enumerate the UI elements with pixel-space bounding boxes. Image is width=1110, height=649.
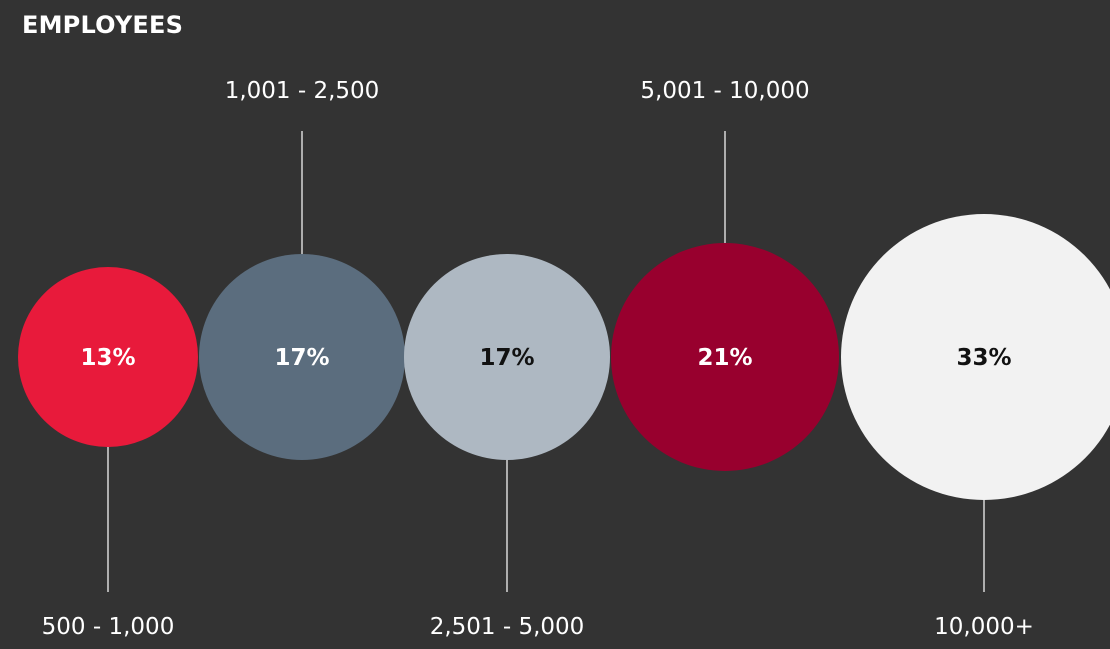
value-label-2501-5000: 17% bbox=[479, 345, 534, 371]
value-label-10000-plus: 33% bbox=[956, 345, 1011, 371]
category-label-1001-2500: 1,001 - 2,500 bbox=[225, 78, 380, 104]
category-label-500-1000: 500 - 1,000 bbox=[42, 614, 175, 640]
bubble-10000-plus bbox=[841, 214, 1110, 500]
value-label-1001-2500: 17% bbox=[274, 345, 329, 371]
category-label-5001-10000: 5,001 - 10,000 bbox=[640, 78, 809, 104]
category-label-10000-plus: 10,000+ bbox=[934, 614, 1034, 640]
category-label-2501-5000: 2,501 - 5,000 bbox=[430, 614, 585, 640]
bubble-1001-2500 bbox=[199, 254, 405, 460]
value-label-500-1000: 13% bbox=[80, 345, 135, 371]
value-label-5001-10000: 21% bbox=[697, 345, 752, 371]
bubble-5001-10000 bbox=[611, 243, 839, 471]
chart-title: EMPLOYEES bbox=[22, 11, 184, 39]
bubble-2501-5000 bbox=[404, 254, 610, 460]
bubble-500-1000 bbox=[18, 267, 198, 447]
